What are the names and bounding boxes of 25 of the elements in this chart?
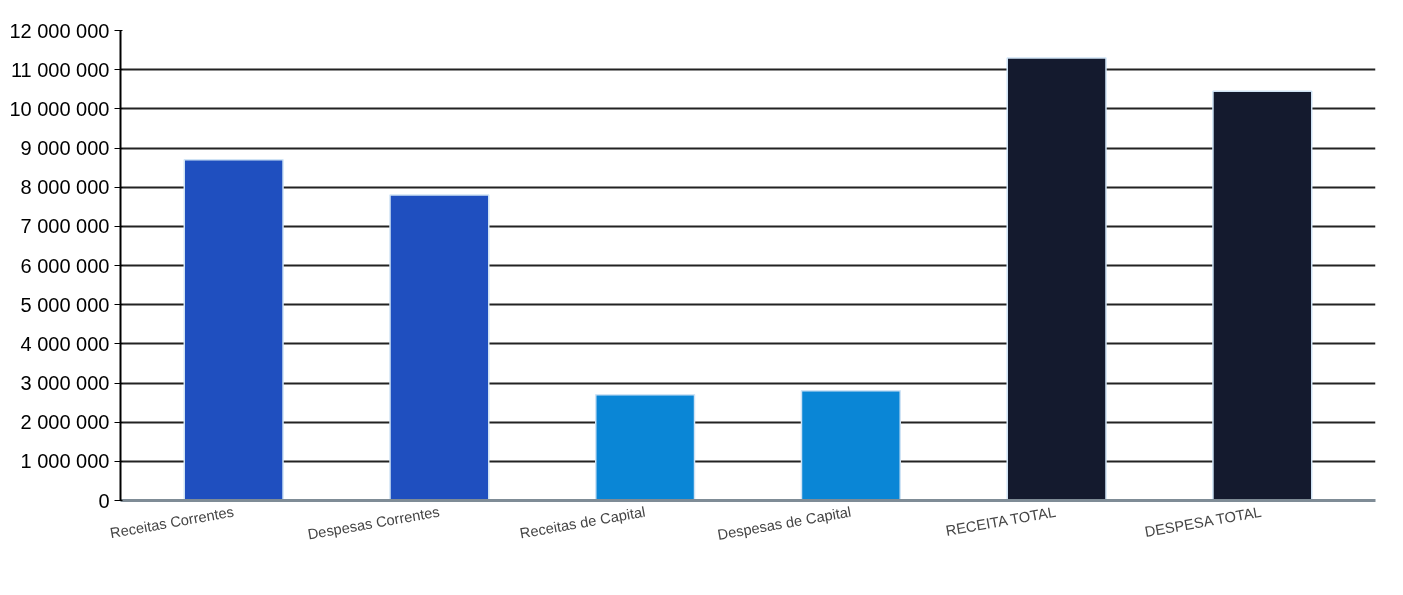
x-tick-label: RECEITA TOTAL bbox=[944, 503, 1057, 539]
y-tick-label: 4 000 000 bbox=[20, 332, 110, 355]
y-tick-label: 10 000 000 bbox=[9, 97, 110, 120]
bar bbox=[389, 194, 490, 501]
y-tick-label: 6 000 000 bbox=[20, 254, 110, 277]
y-tick-label: 3 000 000 bbox=[20, 372, 110, 394]
y-tick-label: 7 000 000 bbox=[20, 215, 110, 238]
x-tick-label: Receitas Correntes bbox=[108, 503, 236, 542]
y-tick-label: 1 000 000 bbox=[20, 450, 110, 473]
y-tick-label: 5 000 000 bbox=[20, 293, 110, 316]
bar bbox=[1006, 57, 1107, 501]
bar bbox=[183, 159, 284, 501]
y-tick-label: 11 000 000 bbox=[10, 58, 110, 81]
y-tick-label: 12 000 000 bbox=[9, 19, 110, 42]
x-tick-label: Despesas Correntes bbox=[306, 503, 441, 543]
y-tick-label: 9 000 000 bbox=[20, 137, 110, 159]
y-tick-label: 2 000 000 bbox=[20, 411, 110, 434]
bar bbox=[800, 390, 901, 501]
x-tick-label: Receitas de Capital bbox=[518, 503, 647, 542]
bar bbox=[595, 394, 696, 501]
x-tick-label: DESPESA TOTAL bbox=[1143, 503, 1263, 541]
y-tick-label: 0 bbox=[98, 489, 110, 512]
y-tick-label: 8 000 000 bbox=[20, 176, 110, 199]
x-tick-label: Despesas de Capital bbox=[716, 503, 853, 543]
bar bbox=[1212, 90, 1313, 501]
